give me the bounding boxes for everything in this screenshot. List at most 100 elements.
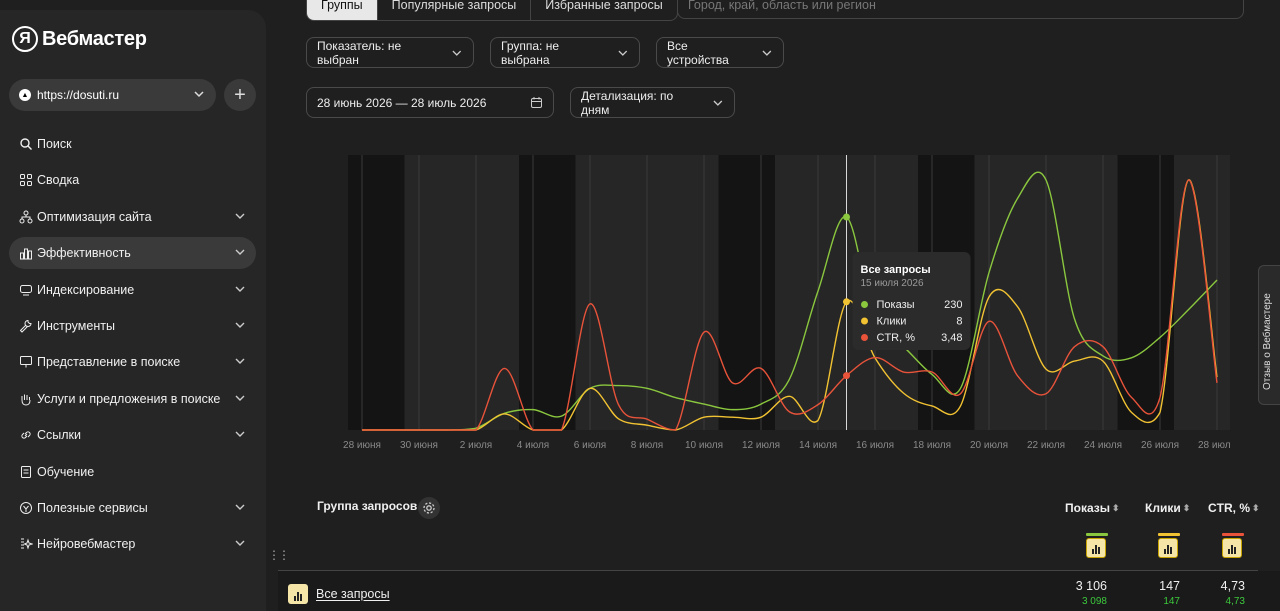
region-input[interactable]: Город, край, область или регион — [677, 0, 1244, 19]
chevron-down-icon — [618, 50, 628, 56]
group-filter-label: Группа: не выбрана — [501, 38, 560, 67]
shows-chart-toggle[interactable] — [1086, 533, 1108, 561]
sidebar-item-12[interactable]: Нейровебмастер — [9, 528, 256, 560]
resize-handle-icon[interactable]: ⋮⋮ — [268, 548, 290, 562]
ctr-color-bar — [1222, 533, 1244, 536]
date-range-picker[interactable]: 28 июнь 2026 — 28 июль 2026 — [306, 87, 554, 118]
grid-icon — [19, 173, 33, 187]
sidebar-item-label: Ссылки — [37, 428, 82, 443]
indicator-filter-label: Показатель: не выбран — [317, 38, 402, 67]
column-shows[interactable]: Показы ⬍ — [1065, 501, 1120, 515]
x-tick-label: 12 июля — [742, 440, 780, 451]
tab-favorite-queries[interactable]: Избранные запросы — [545, 0, 663, 12]
sidebar-item-label: Индексирование — [37, 282, 135, 297]
series-line-1 — [362, 171, 1218, 431]
book-icon — [19, 465, 33, 479]
column-clicks[interactable]: Клики ⬍ — [1145, 501, 1190, 515]
sidebar-item-7[interactable]: Представление в поиске — [9, 346, 256, 378]
tooltip-title: Все запросы — [861, 264, 931, 276]
column-clicks-label: Клики — [1145, 501, 1181, 515]
tab-groups[interactable]: Группы — [307, 0, 378, 20]
indicator-filter[interactable]: Показатель: не выбран — [306, 37, 474, 68]
x-tick-label: 6 июля — [574, 440, 606, 451]
services-icon — [19, 501, 33, 515]
hover-point-3 — [843, 372, 850, 380]
x-tick-label: 8 июля — [631, 440, 663, 451]
ctr-chart-toggle[interactable] — [1222, 533, 1244, 561]
bar-chart-icon[interactable] — [288, 584, 308, 604]
table-row[interactable] — [278, 571, 1280, 611]
sidebar-item-label: Оптимизация сайта — [37, 209, 152, 224]
chevron-down-icon — [452, 50, 462, 56]
chevron-down-icon — [235, 540, 245, 547]
site-url: https://dosuti.ru — [37, 88, 120, 102]
hover-point-1 — [843, 213, 850, 221]
site-selector[interactable]: ▲ https://dosuti.ru — [9, 79, 216, 111]
feedback-tab[interactable]: Отзыв о Вебмастере — [1258, 265, 1280, 405]
x-tick-label: 18 июля — [913, 440, 951, 451]
bar-chart-icon — [1222, 538, 1242, 558]
calendar-icon — [531, 97, 542, 108]
tooltip-row-value: 230 — [944, 299, 962, 311]
index-icon — [19, 283, 33, 297]
bar-chart-icon — [1086, 538, 1106, 558]
row-clicks-sub: 147 — [1163, 596, 1180, 607]
yandex-logo-icon: Я — [12, 26, 38, 52]
logo[interactable]: Я Вебмастер — [12, 26, 147, 52]
chevron-down-icon — [235, 504, 245, 510]
hover-point-2 — [843, 298, 850, 306]
row-all-queries-link[interactable]: Все запросы — [316, 587, 390, 601]
row-clicks-value: 147 — [1159, 579, 1180, 593]
sidebar-item-3[interactable]: Оптимизация сайта — [9, 201, 256, 233]
tooltip-marker — [861, 334, 868, 341]
weekend-band — [718, 155, 775, 430]
x-tick-label: 10 июля — [685, 440, 723, 451]
sidebar-item-label: Сводка — [37, 173, 80, 188]
sidebar-item-4[interactable]: Эффективность — [9, 237, 256, 270]
tooltip-row-value: 8 — [956, 316, 962, 328]
table-divider — [278, 570, 1258, 571]
detail-filter[interactable]: Детализация: по дням — [570, 87, 735, 118]
devices-filter-label: Все устройства — [667, 38, 729, 67]
clicks-chart-toggle[interactable] — [1158, 533, 1180, 561]
sidebar-item-10[interactable]: Обучение — [9, 456, 256, 488]
sidebar-item-9[interactable]: Ссылки — [9, 419, 256, 451]
table-settings-button[interactable] — [418, 497, 440, 519]
sidebar-item-8[interactable]: Услуги и предложения в поиске — [9, 383, 256, 415]
add-site-button[interactable]: + — [224, 79, 256, 111]
weekend-band — [348, 155, 405, 430]
logo-text: Вебмастер — [42, 27, 147, 50]
performance-chart[interactable]: 28 июня 30 июня 2 июля 4 июля 6 июля 8 июля 10… — [320, 150, 1236, 465]
tooltip-marker — [861, 301, 868, 308]
search-icon — [19, 137, 33, 151]
chevron-down-icon — [235, 249, 245, 256]
sidebar-item-label: Обучение — [37, 464, 95, 479]
sidebar-item-label: Эффективность — [37, 246, 131, 261]
sidebar-item-label: Инструменты — [37, 318, 115, 333]
tooltip — [852, 252, 971, 350]
x-tick-label: 30 июня — [400, 440, 438, 451]
column-ctr[interactable]: CTR, % ⬍ — [1208, 501, 1260, 515]
query-group-title: Группа запросов — [317, 499, 418, 513]
sort-icon: ⬍ — [1252, 502, 1260, 513]
tooltip-row-label: Клики — [877, 316, 907, 328]
sidebar-item-2[interactable]: Сводка — [9, 164, 256, 196]
sidebar-item-label: Услуги и предложения в поиске — [37, 391, 221, 406]
sidebar-item-11[interactable]: Полезные сервисы — [9, 492, 256, 524]
chevron-down-icon — [235, 431, 245, 438]
row-ctr-sub: 4,73 — [1225, 596, 1245, 607]
sidebar-item-5[interactable]: Индексирование — [9, 274, 256, 306]
presentation-icon — [19, 355, 33, 369]
tooltip-date: 15 июля 2026 — [861, 278, 924, 289]
sidebar-item-1[interactable]: Поиск — [9, 128, 256, 160]
sidebar-item-6[interactable]: Инструменты — [9, 310, 256, 342]
tab-popular-queries[interactable]: Популярные запросы — [378, 0, 532, 20]
group-filter[interactable]: Группа: не выбрана — [490, 37, 640, 68]
tooltip-row-value: 3,48 — [941, 332, 962, 344]
tooltip-row-label: CTR, % — [877, 332, 916, 344]
sidebar-nav: Поиск Сводка Оптимизация сайта Эффективност… — [9, 128, 256, 565]
detail-filter-label: Детализация: по дням — [581, 88, 674, 117]
devices-filter[interactable]: Все устройства — [656, 37, 784, 68]
chevron-down-icon — [235, 286, 245, 292]
series-line-2 — [362, 179, 1218, 431]
